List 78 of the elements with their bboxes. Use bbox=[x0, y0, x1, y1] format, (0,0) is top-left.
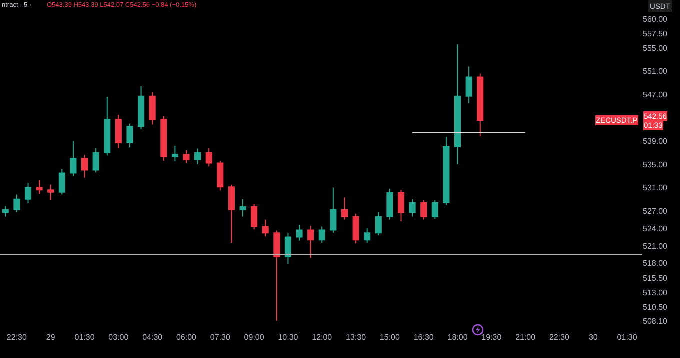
y-tick-label: 524.00 bbox=[643, 224, 668, 234]
candlestick bbox=[386, 188, 394, 220]
candlestick bbox=[48, 184, 54, 200]
candlestick bbox=[228, 184, 235, 244]
candlestick bbox=[477, 73, 484, 138]
x-tick-label: 12:00 bbox=[312, 333, 333, 342]
x-tick-label: 16:30 bbox=[414, 333, 434, 342]
x-tick-label: 10:30 bbox=[278, 333, 299, 342]
candlestick bbox=[104, 96, 111, 156]
x-tick-label: 06:00 bbox=[176, 333, 198, 342]
candlestick bbox=[206, 148, 212, 168]
candlestick bbox=[432, 199, 438, 220]
candlestick bbox=[251, 204, 258, 230]
candlestick bbox=[466, 66, 472, 104]
x-tick-label: 18:00 bbox=[448, 333, 468, 342]
candlestick bbox=[92, 148, 100, 174]
y-tick-label: 555.00 bbox=[643, 44, 668, 53]
x-tick-label: 22:30 bbox=[6, 333, 28, 342]
candlestick bbox=[58, 168, 66, 196]
y-tick-label: 539.00 bbox=[643, 137, 668, 146]
candlestick bbox=[70, 140, 77, 177]
x-tick-label: 09:00 bbox=[244, 333, 265, 342]
x-tick-label: 13:30 bbox=[346, 333, 367, 342]
candlestick bbox=[364, 228, 371, 244]
candlestick bbox=[274, 230, 280, 321]
y-tick-label: 535.00 bbox=[643, 160, 668, 170]
y-tick-label: 515.50 bbox=[643, 274, 668, 283]
candlestick bbox=[217, 160, 224, 192]
candlestick bbox=[194, 148, 202, 165]
candlestick bbox=[172, 145, 178, 162]
y-tick-label: 551.00 bbox=[643, 67, 668, 76]
candlestick bbox=[330, 187, 337, 234]
candlestick bbox=[149, 92, 156, 126]
candlestick bbox=[409, 198, 416, 218]
x-tick-label: 22:30 bbox=[549, 333, 570, 342]
candlestick bbox=[420, 200, 428, 220]
candlestick bbox=[262, 219, 269, 238]
y-tick-label: 510.50 bbox=[643, 302, 668, 312]
y-tick-label: 560.00 bbox=[643, 14, 668, 24]
candlestick bbox=[115, 114, 122, 149]
candlestick bbox=[2, 206, 9, 218]
y-tick-label: 508.10 bbox=[643, 316, 668, 326]
candlestick bbox=[284, 232, 292, 264]
candlestick bbox=[138, 86, 145, 130]
candlestick bbox=[318, 226, 326, 244]
candlestick bbox=[14, 194, 20, 213]
x-tick-label: 30 bbox=[588, 333, 598, 342]
candlestick bbox=[160, 116, 168, 162]
x-tick-label: 29 bbox=[46, 333, 56, 342]
candlestick bbox=[398, 190, 405, 222]
x-tick-label: 01:30 bbox=[74, 333, 96, 342]
candlestick bbox=[36, 180, 43, 195]
candlestick bbox=[443, 136, 450, 206]
x-tick-label: 21:00 bbox=[516, 333, 536, 342]
x-tick-label: 03:00 bbox=[108, 333, 130, 342]
y-tick-label: 518.00 bbox=[643, 259, 668, 268]
y-tick-label: 547.00 bbox=[643, 90, 668, 100]
y-tick-label: 531.00 bbox=[643, 184, 668, 193]
x-tick-label: 15:00 bbox=[380, 333, 401, 342]
candlestick bbox=[183, 150, 190, 164]
y-tick-label: 527.00 bbox=[643, 206, 668, 216]
y-tick-label: 513.00 bbox=[643, 288, 668, 298]
candlestick bbox=[341, 197, 348, 220]
candlestick bbox=[82, 154, 88, 178]
candlestick bbox=[296, 224, 303, 242]
candlestick bbox=[126, 123, 134, 148]
candlestick bbox=[352, 213, 360, 244]
x-tick-label: 01:30 bbox=[617, 333, 638, 342]
y-tick-label: 521.00 bbox=[643, 242, 668, 251]
candlestick bbox=[240, 198, 246, 218]
x-tick-label: 07:30 bbox=[210, 333, 231, 342]
x-tick-label: 04:30 bbox=[142, 333, 164, 342]
candlestick bbox=[308, 226, 314, 259]
y-tick-label: 557.50 bbox=[643, 29, 668, 38]
x-tick-label: 19:30 bbox=[482, 333, 502, 342]
candlestick bbox=[375, 212, 382, 236]
candlestick bbox=[24, 182, 32, 204]
candlestick bbox=[454, 44, 462, 165]
